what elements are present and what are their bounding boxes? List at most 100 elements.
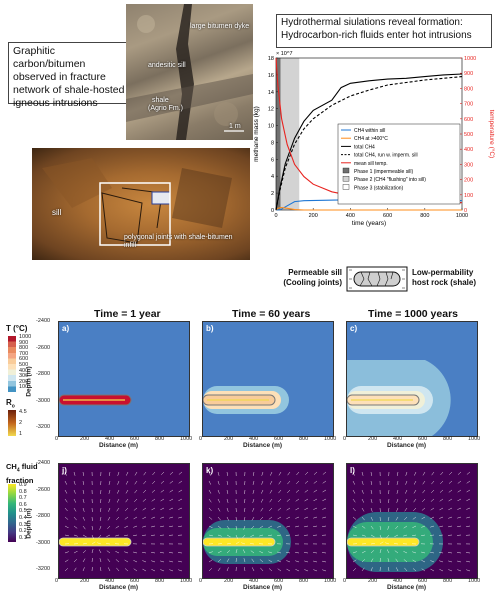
photo-caption-text: Graphitic carbon/bitumen observed in fra… bbox=[13, 45, 125, 109]
depth-tick-label: -2800 bbox=[36, 513, 51, 520]
distance-tick-label: 800 bbox=[155, 578, 165, 584]
ch4-fraction-colorbar: CH4 fluid fraction 0.9 0.8 0.7 0.6 0.5 0.4 0.3… bbox=[6, 462, 52, 546]
temperature-colorbar-title: T (°C) bbox=[6, 324, 28, 333]
panel-letter: k) bbox=[206, 466, 214, 475]
temperature-panel: b) bbox=[202, 321, 334, 437]
series-line-3 bbox=[275, 73, 463, 211]
x-tick-label: 800 bbox=[420, 213, 429, 219]
legend-label-1: CH4 within sill bbox=[354, 128, 385, 134]
legend-phase-swatch-3 bbox=[342, 184, 350, 190]
schematic-right-line1: Low-permability bbox=[412, 268, 474, 277]
distance-tick-label: 200 bbox=[368, 578, 378, 584]
ch4-colorbar-label: 0.8 bbox=[19, 488, 27, 495]
schematic-sill-icon bbox=[346, 266, 408, 292]
y-tick-label: 14 bbox=[268, 90, 274, 96]
ro-label-low: 1 bbox=[19, 431, 23, 437]
ch4-colorbar-title-sub: 4 bbox=[16, 467, 20, 474]
column-title-60-years: Time = 60 years bbox=[232, 308, 311, 320]
distance-tick-label: 0 bbox=[343, 578, 347, 584]
simulation-title-line1: Hydrothermal siulations reveal formation… bbox=[281, 17, 463, 28]
depth-tick-label: -2400 bbox=[36, 460, 51, 466]
depth-tick-label: -2800 bbox=[36, 371, 51, 378]
column-title-1-year: Time = 1 year bbox=[94, 308, 161, 320]
x-tick-label: 600 bbox=[383, 213, 392, 219]
distance-tick-label: 200 bbox=[224, 436, 234, 442]
panel-letter: b) bbox=[206, 324, 214, 333]
y-tick-label: 18 bbox=[268, 56, 274, 62]
distance-tick-label: 400 bbox=[393, 436, 403, 442]
ch4-colorbar-label: 0.2 bbox=[19, 528, 27, 535]
distance-tick-label: 1000 bbox=[468, 578, 481, 584]
y-tick-label: 10 bbox=[268, 124, 274, 130]
schematic-left-line2: (Cooling joints) bbox=[283, 278, 342, 287]
y-tick-label: 2 bbox=[271, 191, 274, 197]
depth-axis-label: Depth (m) bbox=[25, 508, 33, 539]
ch4-colorbar-label: 0.7 bbox=[19, 495, 27, 502]
temperature-field bbox=[203, 322, 333, 436]
label-sill: sill bbox=[52, 208, 62, 217]
panel-letter: l) bbox=[350, 466, 355, 475]
distance-tick-label: 800 bbox=[443, 436, 453, 442]
distance-tick-label: 1000 bbox=[180, 578, 193, 584]
distance-axis-label: Distance (m) bbox=[243, 584, 283, 591]
label-agrio-formation: (Agrio Fm.) bbox=[148, 105, 183, 112]
schematic-left-line1: Permeable sill bbox=[288, 268, 342, 277]
distance-tick-label: 1000 bbox=[468, 436, 481, 442]
sill-photo-art bbox=[42, 158, 232, 246]
ro-colorbar-title: R bbox=[6, 398, 12, 407]
ch4-colorbar-title-ch: CH bbox=[6, 462, 17, 471]
x-tick-label: 200 bbox=[309, 213, 318, 219]
temperature-colorbar-label: 700 bbox=[19, 350, 29, 357]
panel-letter: j) bbox=[62, 466, 67, 475]
temperature-colorbar-label: 600 bbox=[19, 356, 29, 363]
depth-axis-label: Depth (m) bbox=[25, 366, 33, 397]
distance-tick-label: 800 bbox=[299, 578, 309, 584]
outcrop-photo: large bitumen dyke andesitic sill shale … bbox=[126, 4, 253, 140]
distance-tick-label: 600 bbox=[274, 578, 284, 584]
label-scale-bar: 1 m bbox=[229, 123, 241, 130]
legend-label-5: mean sill temp. bbox=[354, 161, 388, 167]
y-tick-label: 12 bbox=[268, 107, 274, 113]
ch4-fraction-field bbox=[203, 464, 333, 578]
distance-axis-label: Distance (m) bbox=[387, 442, 427, 449]
legend-label-4: total CH4, run w. imperm. sill bbox=[354, 153, 418, 159]
label-polygonal-joints: polygonal joints with shale-bitumen infi… bbox=[124, 234, 233, 249]
y-right-tick-label: 1000 bbox=[464, 56, 476, 62]
label-shale: shale bbox=[152, 97, 169, 104]
distance-tick-label: 0 bbox=[55, 578, 59, 584]
depth-tick-label: -3200 bbox=[36, 424, 51, 431]
x-axis-label: time (years) bbox=[352, 220, 386, 227]
temperature-colorbar-gradient bbox=[8, 336, 16, 392]
sill-photo: sill polygonal joints with shale-bitumen… bbox=[32, 148, 250, 260]
ro-label-high: 4.5 bbox=[19, 409, 27, 415]
ch4-colorbar-gradient bbox=[8, 484, 16, 542]
distance-tick-label: 0 bbox=[199, 578, 203, 584]
legend-label-3: total CH4 bbox=[354, 144, 375, 150]
label-bitumen-dyke: large bitumen dyke bbox=[190, 23, 250, 30]
distance-tick-label: 0 bbox=[55, 436, 59, 442]
depth-tick-label: -2600 bbox=[36, 344, 51, 351]
distance-tick-label: 200 bbox=[80, 578, 90, 584]
temperature-colorbar-label: 900 bbox=[19, 339, 29, 346]
y-right-tick-label: 600 bbox=[464, 117, 473, 123]
ch4-colorbar-label: 0.5 bbox=[19, 508, 27, 515]
distance-axis-label: Distance (m) bbox=[99, 442, 139, 449]
y-right-axis-label: temperature (°C) bbox=[488, 110, 495, 158]
ch4-fraction-panel: k) bbox=[202, 463, 334, 579]
phase-2-shading bbox=[280, 58, 300, 210]
ro-label-mid: 2 bbox=[19, 420, 23, 426]
column-title-1000-years: Time = 1000 years bbox=[368, 308, 459, 320]
distance-tick-label: 0 bbox=[343, 436, 347, 442]
panel-letter: a) bbox=[62, 324, 70, 333]
y-tick-label: 16 bbox=[268, 73, 274, 79]
simulation-title-box: Hydrothermal siulations reveal formation… bbox=[276, 14, 492, 48]
distance-tick-label: 400 bbox=[105, 578, 115, 584]
ch4-colorbar-label: 0.4 bbox=[19, 515, 27, 521]
distance-tick-label: 200 bbox=[80, 436, 90, 442]
temperature-field bbox=[59, 322, 189, 436]
legend-phase-label-2: Phase 2 (CH4 "flushing" into sill) bbox=[354, 177, 426, 183]
y-right-tick-label: 300 bbox=[464, 162, 473, 168]
distance-axis-label: Distance (m) bbox=[243, 442, 283, 449]
ro-colorbar-subscript: o bbox=[11, 403, 15, 410]
temperature-colorbar-label: 100 bbox=[19, 384, 29, 391]
